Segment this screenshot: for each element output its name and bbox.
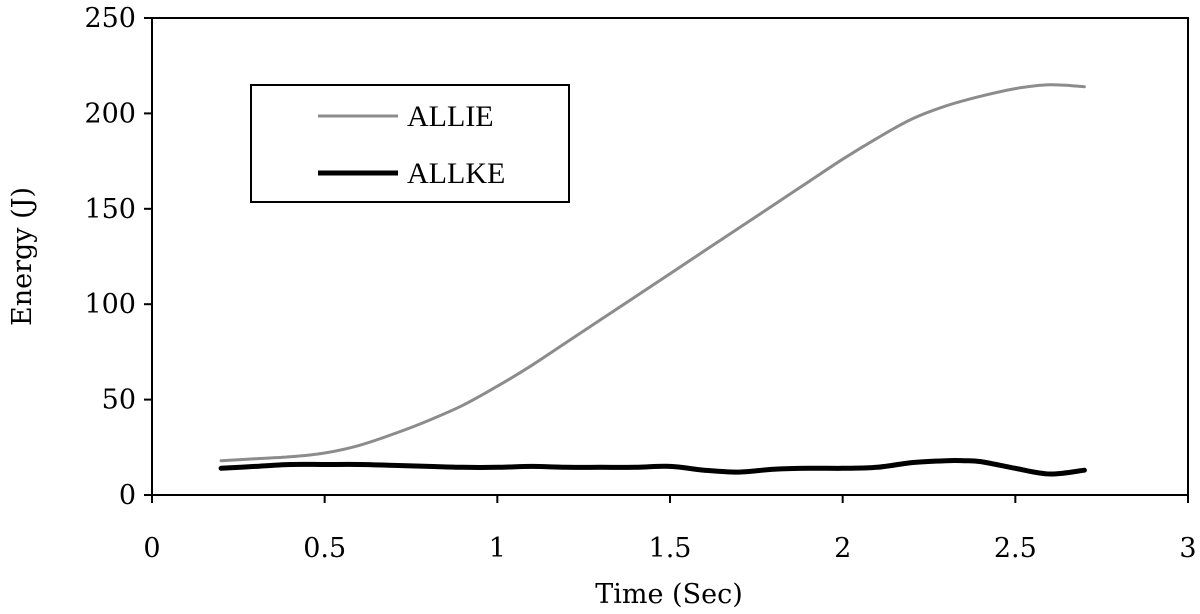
- series-line-allke: [218, 457, 1087, 477]
- y-tick-label: 150: [84, 194, 136, 225]
- y-tick-label: 100: [84, 289, 136, 320]
- y-tick-label: 250: [84, 3, 136, 34]
- legend-box: [250, 84, 570, 203]
- x-tick-label: 0: [143, 533, 160, 564]
- x-axis-ticks: 0 0.5 1 1.5 2 2.5 3: [143, 495, 1197, 564]
- y-axis-ticks: 0 50 100 150 200 250: [84, 3, 152, 511]
- x-tick-label: 0.5: [303, 533, 346, 564]
- x-tick-label: 2: [834, 533, 851, 564]
- series-line-allie: [219, 83, 1086, 463]
- legend-label-allie: ALLIE: [407, 100, 494, 133]
- y-tick-label: 200: [84, 98, 136, 129]
- x-axis-title: Time (Sec): [595, 579, 742, 610]
- x-tick-label: 3: [1179, 533, 1196, 564]
- legend-label-allke: ALLKE: [407, 157, 505, 190]
- series-layer: [218, 83, 1087, 477]
- x-tick-label: 2.5: [994, 533, 1037, 564]
- x-tick-label: 1: [489, 533, 506, 564]
- y-tick-label: 50: [102, 385, 136, 416]
- legend: ALLIE ALLKE: [250, 84, 570, 203]
- y-axis-title: Energy (J): [7, 187, 38, 326]
- x-tick-label: 1.5: [649, 533, 692, 564]
- plot-area-frame: [151, 17, 1189, 496]
- y-tick-label: 0: [119, 480, 136, 511]
